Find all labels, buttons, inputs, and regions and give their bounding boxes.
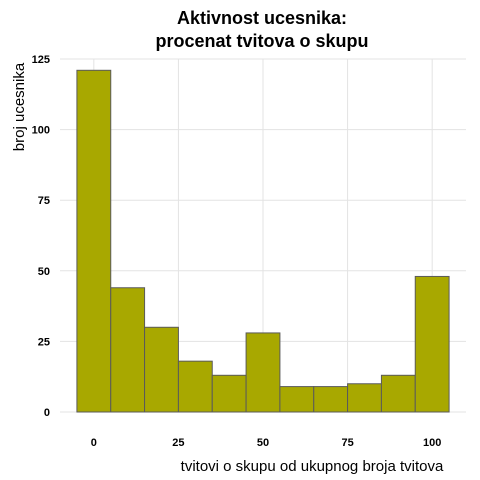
y-tick-labels: 0 25 50 75 100 125 <box>32 54 50 419</box>
y-axis-label: broj ucesnika <box>11 62 28 151</box>
x-tick-label: 0 <box>91 437 97 449</box>
histogram-bar <box>177 360 213 413</box>
chart-title-line-2: procenat tvitova o skupu <box>155 31 368 51</box>
chart-title-line-1: Aktivnost ucesnika: <box>177 8 347 28</box>
y-tick-label: 75 <box>38 195 50 207</box>
histogram-bar <box>279 386 315 413</box>
histogram-bar <box>380 374 416 413</box>
histogram-bar <box>414 275 450 413</box>
histogram-bar <box>110 287 146 413</box>
histogram-bar <box>313 386 349 413</box>
histogram-bar <box>347 383 382 413</box>
histogram-bar <box>211 374 247 413</box>
x-tick-label: 25 <box>172 437 184 449</box>
y-tick-label: 25 <box>38 336 50 348</box>
histogram-bar <box>245 332 281 413</box>
x-axis-label: tvitovi o skupu od ukupnog broja tvitova <box>181 458 444 475</box>
y-tick-label: 50 <box>38 266 50 278</box>
histogram-bar <box>76 69 112 413</box>
x-tick-labels: 0 25 50 75 100 <box>91 437 442 449</box>
bars <box>76 69 450 413</box>
y-tick-label: 125 <box>32 54 50 66</box>
y-tick-label: 0 <box>44 407 50 419</box>
x-tick-label: 50 <box>257 437 269 449</box>
x-tick-label: 75 <box>341 437 353 449</box>
y-tick-label: 100 <box>32 125 50 137</box>
histogram-bar <box>144 326 179 413</box>
x-tick-label: 100 <box>423 437 441 449</box>
